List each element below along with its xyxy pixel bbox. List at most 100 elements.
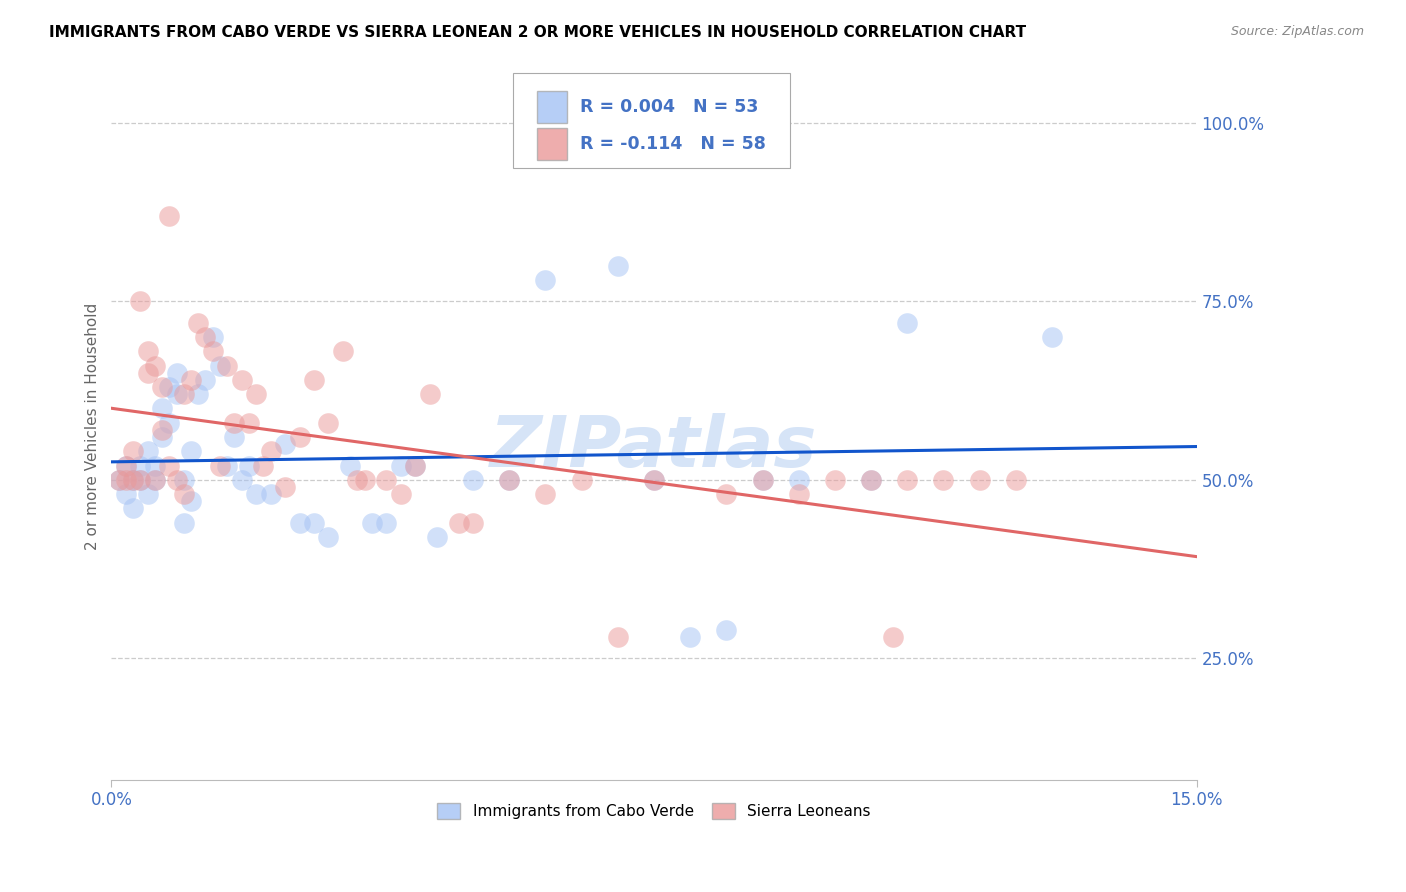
Point — [245, 387, 267, 401]
Point — [129, 458, 152, 473]
Point — [245, 487, 267, 501]
Text: ZIPatlas: ZIPatlas — [491, 413, 818, 482]
Point — [463, 473, 485, 487]
Point — [716, 487, 738, 501]
Point — [238, 458, 260, 473]
Point — [231, 473, 253, 487]
Point — [274, 437, 297, 451]
Point — [969, 473, 991, 487]
Point — [194, 373, 217, 387]
Point — [238, 416, 260, 430]
Point — [896, 316, 918, 330]
Point — [896, 473, 918, 487]
Point — [143, 473, 166, 487]
Point — [143, 458, 166, 473]
Point — [252, 458, 274, 473]
Point — [534, 273, 557, 287]
Point — [129, 294, 152, 309]
Point — [860, 473, 883, 487]
Point — [173, 473, 195, 487]
Point — [498, 473, 520, 487]
Point — [447, 516, 470, 530]
Point — [173, 516, 195, 530]
Point — [259, 487, 281, 501]
Point — [860, 473, 883, 487]
Point — [224, 430, 246, 444]
Point — [751, 473, 773, 487]
Point — [571, 473, 593, 487]
Point — [107, 473, 129, 487]
Point — [180, 494, 202, 508]
Point — [157, 380, 180, 394]
FancyBboxPatch shape — [537, 91, 567, 123]
Point — [353, 473, 375, 487]
Point — [122, 444, 145, 458]
Point — [224, 416, 246, 430]
Point — [389, 487, 412, 501]
Point — [136, 444, 159, 458]
Point — [150, 401, 173, 416]
Point — [150, 423, 173, 437]
Point — [157, 458, 180, 473]
Point — [288, 430, 311, 444]
Y-axis label: 2 or more Vehicles in Household: 2 or more Vehicles in Household — [86, 302, 100, 549]
Point — [157, 209, 180, 223]
Point — [115, 458, 138, 473]
Point — [404, 458, 426, 473]
Point — [274, 480, 297, 494]
Point — [115, 473, 138, 487]
Point — [389, 458, 412, 473]
Point — [332, 344, 354, 359]
Point — [302, 516, 325, 530]
Text: IMMIGRANTS FROM CABO VERDE VS SIERRA LEONEAN 2 OR MORE VEHICLES IN HOUSEHOLD COR: IMMIGRANTS FROM CABO VERDE VS SIERRA LEO… — [49, 25, 1026, 40]
Point — [498, 473, 520, 487]
Point — [1040, 330, 1063, 344]
Point — [787, 473, 810, 487]
Point — [932, 473, 955, 487]
Point — [419, 387, 441, 401]
Point — [150, 380, 173, 394]
Point — [143, 473, 166, 487]
Point — [166, 366, 188, 380]
Point — [129, 473, 152, 487]
Point — [375, 516, 398, 530]
Point — [217, 458, 239, 473]
Point — [122, 501, 145, 516]
Text: R = 0.004   N = 53: R = 0.004 N = 53 — [581, 98, 759, 116]
Point — [426, 530, 449, 544]
FancyBboxPatch shape — [537, 128, 567, 160]
Point — [150, 430, 173, 444]
Point — [194, 330, 217, 344]
Point — [180, 373, 202, 387]
Point — [288, 516, 311, 530]
Point — [643, 473, 665, 487]
Point — [208, 458, 231, 473]
Point — [882, 630, 904, 644]
Point — [173, 487, 195, 501]
Point — [259, 444, 281, 458]
Point — [1004, 473, 1026, 487]
Point — [208, 359, 231, 373]
Point — [346, 473, 368, 487]
Point — [201, 344, 224, 359]
Point — [534, 487, 557, 501]
Point — [187, 387, 209, 401]
Point — [302, 373, 325, 387]
Text: Source: ZipAtlas.com: Source: ZipAtlas.com — [1230, 25, 1364, 38]
Point — [173, 387, 195, 401]
Point — [115, 487, 138, 501]
Point — [404, 458, 426, 473]
Point — [375, 473, 398, 487]
Point — [122, 473, 145, 487]
Point — [643, 473, 665, 487]
Point — [679, 630, 702, 644]
Point — [136, 366, 159, 380]
Point — [107, 473, 129, 487]
Point — [318, 416, 340, 430]
Point — [751, 473, 773, 487]
Point — [217, 359, 239, 373]
Point — [136, 487, 159, 501]
Point — [122, 473, 145, 487]
FancyBboxPatch shape — [513, 73, 790, 169]
Point — [143, 359, 166, 373]
